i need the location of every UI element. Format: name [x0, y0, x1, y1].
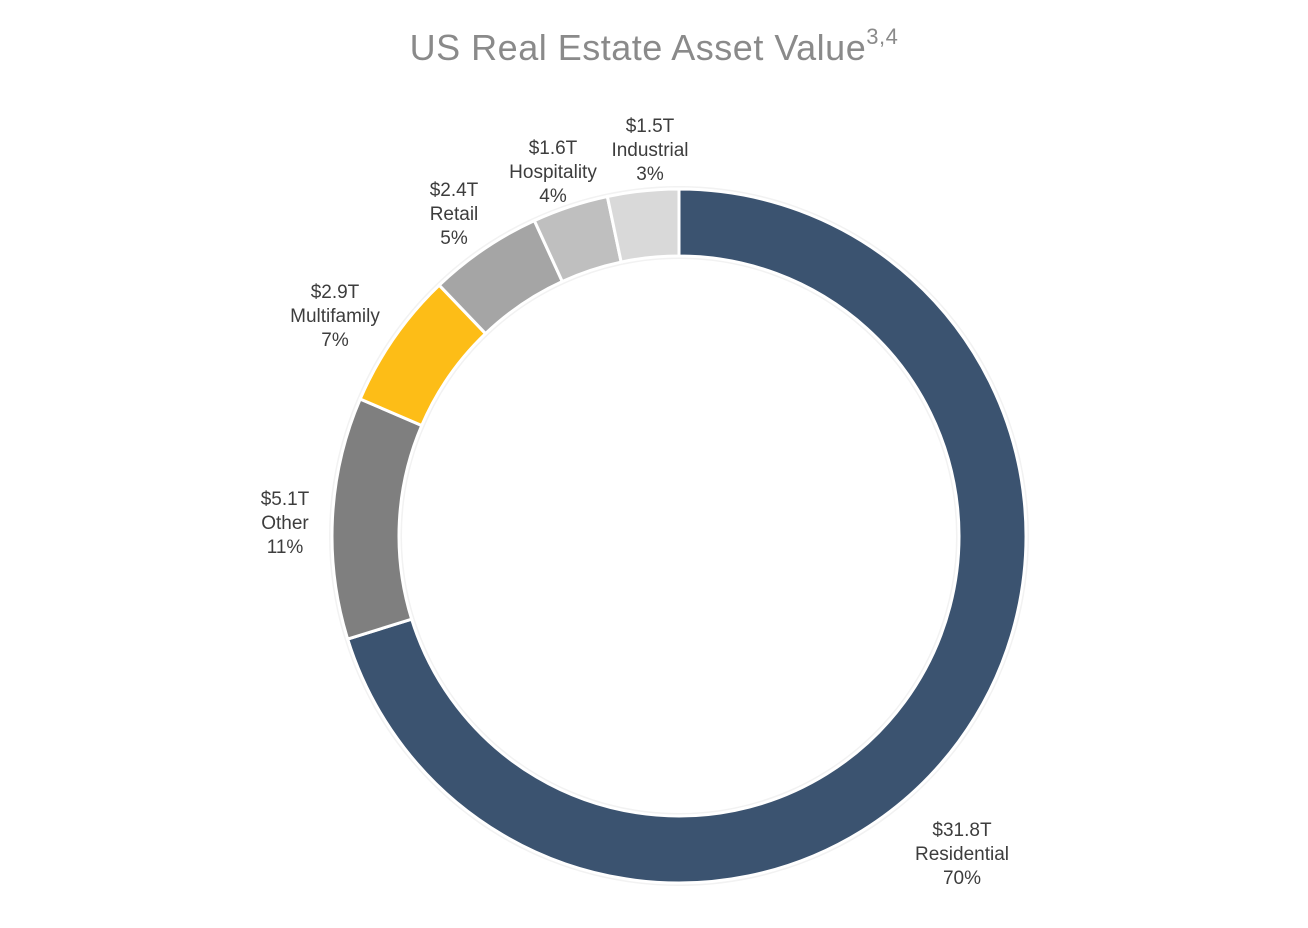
- slice-other: [330, 397, 424, 641]
- donut-ring: [329, 186, 1029, 886]
- slice-value-label: $1.6T: [529, 138, 578, 159]
- slice-label-hospitality: $1.6T Hospitality 4%: [509, 138, 597, 207]
- slice-value-label: $5.1T: [261, 489, 310, 510]
- slice-name-label: Other: [261, 513, 309, 534]
- chart-title-text: US Real Estate Asset Value: [409, 27, 867, 68]
- slice-name-label: Industrial: [611, 140, 688, 161]
- slice-value-label: $31.8T: [932, 820, 992, 841]
- slice-percent-label: 7%: [321, 330, 349, 351]
- slice-percent-label: 5%: [440, 228, 468, 249]
- slice-label-multifamily: $2.9T Multifamily 7%: [290, 282, 380, 351]
- slice-percent-label: 11%: [267, 537, 304, 558]
- slice-label-industrial: $1.5T Industrial 3%: [611, 116, 688, 185]
- slice-percent-label: 4%: [539, 186, 567, 207]
- slice-value-label: $2.9T: [311, 282, 360, 303]
- slice-name-label: Residential: [915, 844, 1009, 865]
- chart-title: US Real Estate Asset Value3,4: [0, 24, 1308, 69]
- slice-value-label: $2.4T: [430, 180, 479, 201]
- slice-name-label: Multifamily: [290, 306, 380, 327]
- slice-industrial: [605, 187, 681, 264]
- slice-percent-label: 70%: [943, 868, 981, 889]
- slice-name-label: Hospitality: [509, 162, 597, 183]
- slice-label-residential: $31.8T Residential 70%: [915, 820, 1009, 889]
- chart-title-footnote: 3,4: [866, 24, 899, 49]
- slice-label-other: $5.1T Other 11%: [261, 489, 310, 558]
- slice-value-label: $1.5T: [626, 116, 675, 137]
- slice-residential: [345, 187, 1028, 885]
- slice-name-label: Retail: [430, 204, 479, 225]
- slice-percent-label: 3%: [636, 164, 664, 185]
- slice-labels: $31.8T Residential 70% $5.1T Other 11% $2.9T Mu…: [261, 116, 1009, 889]
- slice-label-retail: $2.4T Retail 5%: [430, 180, 479, 249]
